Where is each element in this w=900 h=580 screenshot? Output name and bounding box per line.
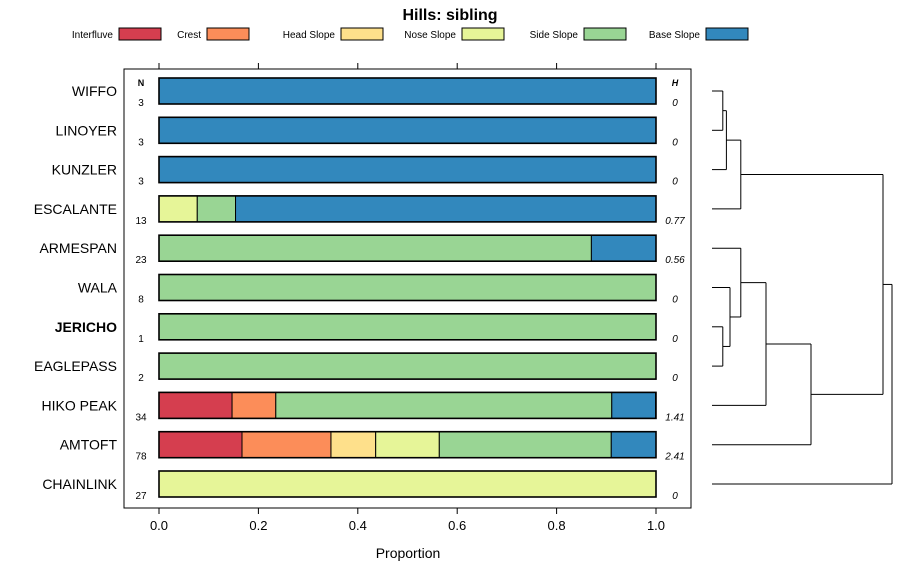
- bar-outline-chainlink: [158, 470, 657, 498]
- bar-outline-armespan: [158, 234, 657, 262]
- legend-label-crest: Crest: [177, 30, 201, 41]
- legend-swatch-interfluve: [118, 27, 162, 41]
- n-value-amtoft: 78: [135, 452, 147, 463]
- h-value-linoyer: 0: [672, 137, 678, 148]
- bar-segment-escalante-nose-slope: [158, 195, 198, 223]
- bar-segment-escalante-base-slope: [235, 195, 657, 223]
- x-tick-label-5: 1.0: [647, 518, 665, 533]
- bar-segment-amtoft-crest: [241, 431, 332, 459]
- bar-segment-linoyer-base-slope: [158, 116, 657, 144]
- h-value-amtoft: 2.41: [664, 452, 684, 463]
- legend-swatch-nose-slope: [461, 27, 505, 41]
- legend-swatch-head-slope: [340, 27, 384, 41]
- bar-outline-eaglepass: [158, 352, 657, 380]
- category-label-escalante: ESCALANTE: [34, 201, 117, 217]
- bar-segment-hiko-peak-interfluve: [158, 391, 233, 419]
- h-value-chainlink: 0: [672, 491, 678, 502]
- n-value-eaglepass: 2: [138, 373, 144, 384]
- bar-segment-amtoft-side-slope: [438, 431, 612, 459]
- bar-segment-amtoft-head-slope: [330, 431, 377, 459]
- h-value-jericho: 0: [672, 334, 678, 345]
- bar-segment-escalante-side-slope: [196, 195, 237, 223]
- bar-outline-escalante: [158, 195, 657, 223]
- n-value-linoyer: 3: [138, 137, 144, 148]
- x-tick-label-0: 0.0: [150, 518, 168, 533]
- n-value-jericho: 1: [138, 334, 144, 345]
- category-label-kunzler: KUNZLER: [52, 162, 117, 178]
- n-value-wala: 8: [138, 295, 144, 306]
- dendrogram: [712, 90, 893, 485]
- n-value-wiffo: 3: [138, 98, 144, 109]
- bar-area: 3 0 3 0 3 0 13 0.77 23 0.56 8 0 1 0 2 0 34 1.41 78 2.41 27 0: [135, 77, 685, 502]
- n-value-escalante: 13: [135, 216, 147, 227]
- category-label-chainlink: CHAINLINK: [42, 476, 117, 492]
- n-value-hiko-peak: 34: [135, 412, 147, 423]
- x-tick-label-3: 0.6: [448, 518, 466, 533]
- h-value-wiffo: 0: [672, 98, 678, 109]
- h-value-escalante: 0.77: [665, 216, 685, 227]
- legend-label-base-slope: Base Slope: [649, 30, 701, 41]
- bar-segment-jericho-side-slope: [158, 313, 657, 341]
- n-value-kunzler: 3: [138, 177, 144, 188]
- category-label-wiffo: WIFFO: [72, 83, 117, 99]
- h-value-wala: 0: [672, 295, 678, 306]
- bar-segment-wiffo-base-slope: [158, 77, 657, 105]
- bar-segment-armespan-side-slope: [158, 234, 592, 262]
- bar-segment-amtoft-base-slope: [610, 431, 657, 459]
- bar-segment-kunzler-base-slope: [158, 156, 657, 184]
- legend-swatch-side-slope: [583, 27, 627, 41]
- n-column-header: N: [138, 78, 145, 88]
- category-label-armespan: ARMESPAN: [39, 240, 117, 256]
- legend-swatch-base-slope: [705, 27, 749, 41]
- h-value-eaglepass: 0: [672, 373, 678, 384]
- category-label-hiko-peak: HIKO PEAK: [42, 397, 118, 413]
- h-value-kunzler: 0: [672, 177, 678, 188]
- bar-segment-chainlink-nose-slope: [158, 470, 657, 498]
- bar-outline-hiko-peak: [158, 391, 657, 420]
- x-tick-label-1: 0.2: [249, 518, 267, 533]
- bar-segment-hiko-peak-side-slope: [275, 391, 613, 419]
- legend-label-nose-slope: Nose Slope: [404, 30, 456, 41]
- bar-outline-jericho: [158, 312, 657, 341]
- plot-panel: [123, 68, 692, 509]
- bar-outline-linoyer: [158, 116, 657, 145]
- x-axis: 0.0 0.2 0.4 0.6 0.8 1.0: [150, 63, 665, 533]
- category-label-eaglepass: EAGLEPASS: [34, 358, 117, 374]
- bar-segment-amtoft-interfluve: [158, 431, 243, 459]
- x-tick-label-2: 0.4: [349, 518, 367, 533]
- h-column-header: H: [672, 78, 679, 88]
- bar-segment-amtoft-nose-slope: [375, 431, 440, 459]
- bar-segment-armespan-base-slope: [590, 234, 657, 262]
- y-axis-labels: WIFFO LINOYER KUNZLER ESCALANTE ARMESPAN WALA…: [34, 83, 118, 492]
- legend-label-side-slope: Side Slope: [530, 30, 579, 41]
- n-value-chainlink: 27: [135, 491, 147, 502]
- legend: Interfluve Crest Head Slope Nose Slope Side …: [72, 27, 749, 41]
- bar-segment-wala-side-slope: [158, 274, 657, 301]
- h-value-hiko-peak: 1.41: [665, 412, 684, 423]
- legend-label-head-slope: Head Slope: [283, 30, 336, 41]
- bar-segment-hiko-peak-base-slope: [611, 391, 657, 419]
- bar-outline-amtoft: [158, 430, 657, 459]
- legend-label-interfluve: Interfluve: [72, 30, 114, 41]
- bar-outline-kunzler: [158, 155, 657, 184]
- chart-title: Hills: sibling: [402, 7, 497, 24]
- bar-outline-wala: [158, 273, 657, 302]
- bar-segment-eaglepass-side-slope: [158, 352, 657, 380]
- category-label-amtoft: AMTOFT: [60, 437, 118, 453]
- bar-segment-hiko-peak-crest: [231, 391, 277, 419]
- x-tick-label-4: 0.8: [548, 518, 566, 533]
- h-value-armespan: 0.56: [665, 255, 685, 266]
- category-label-linoyer: LINOYER: [56, 122, 117, 138]
- n-value-armespan: 23: [135, 255, 147, 266]
- x-axis-label: Proportion: [376, 545, 441, 561]
- category-label-wala: WALA: [78, 280, 118, 296]
- category-label-jericho: JERICHO: [55, 319, 117, 335]
- legend-swatch-crest: [206, 27, 250, 41]
- bar-outline-wiffo: [158, 77, 657, 105]
